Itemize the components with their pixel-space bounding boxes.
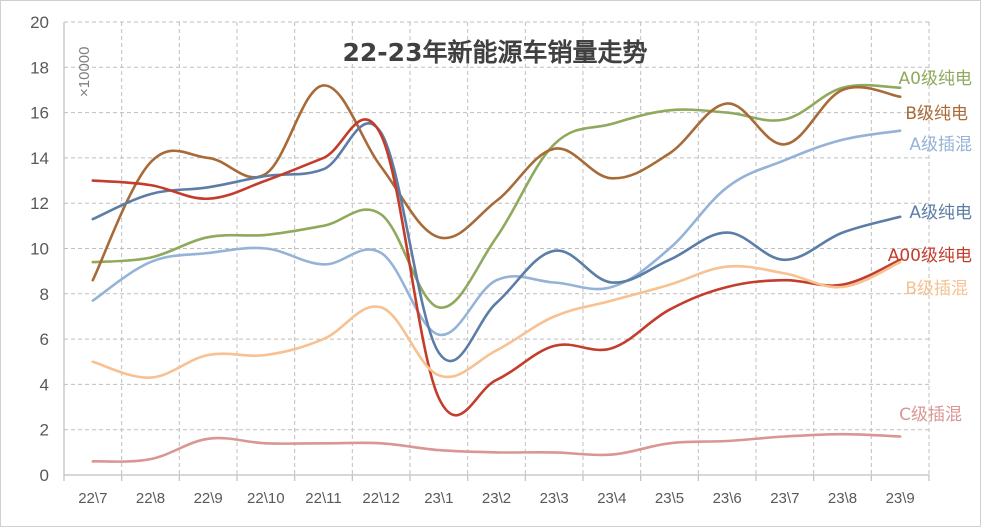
x-tick-label: 23\2 — [482, 490, 511, 507]
x-tick-label: 22\9 — [194, 490, 223, 507]
series-line-1 — [91, 84, 902, 282]
x-tick-label: 23\6 — [713, 490, 742, 507]
x-tick-label: 23\8 — [828, 490, 857, 507]
x-tick-label: 22\10 — [247, 490, 285, 507]
series-label: B级纯电 — [905, 104, 968, 124]
x-tick-label: 22\11 — [305, 490, 341, 507]
series-labels: A0级纯电 B级纯电 A级插混 A级纯电 A00级纯电 B级插混 C级插混 — [888, 69, 972, 425]
chart-title: 22-23年新能源车销量走势 — [343, 38, 648, 67]
series-line-6 — [91, 432, 902, 463]
series-line-4 — [91, 118, 902, 417]
y-tick-label: 6 — [40, 330, 49, 349]
x-tick-label: 23\9 — [886, 490, 915, 507]
series-label: A级纯电 — [909, 203, 972, 223]
series-label: B级插混 — [905, 279, 968, 299]
y-tick-label: 16 — [30, 104, 49, 123]
y-tick-label: 12 — [30, 194, 49, 213]
grid-lines — [64, 21, 930, 475]
y-tick-label: 2 — [40, 421, 49, 440]
series-line-2 — [91, 129, 902, 336]
series-line-3 — [91, 122, 902, 363]
series-label: A0级纯电 — [899, 69, 972, 89]
series-line-5 — [91, 260, 902, 379]
x-tick-label: 23\3 — [540, 490, 569, 507]
x-tick-label: 23\1 — [424, 490, 453, 507]
unit-label: ×10000 — [76, 47, 93, 97]
y-tick-label: 18 — [30, 58, 49, 77]
x-tick-label: 22\8 — [136, 490, 165, 507]
y-tick-label: 14 — [30, 149, 49, 168]
x-tick-label: 23\7 — [770, 490, 799, 507]
y-tick-label: 4 — [40, 375, 49, 394]
series-line-0 — [91, 83, 902, 309]
y-tick-labels: 0 2 4 6 8 10 12 14 16 18 20 — [30, 13, 49, 485]
y-tick-label: 20 — [30, 13, 49, 32]
series-label: A00级纯电 — [888, 246, 972, 266]
y-tick-label: 10 — [30, 240, 49, 259]
x-tick-label: 22\12 — [362, 490, 400, 507]
series-label: C级插混 — [899, 405, 962, 425]
y-tick-label: 8 — [40, 285, 49, 304]
series-label: A级插混 — [909, 135, 972, 155]
x-tick-label: 23\4 — [597, 490, 626, 507]
series-lines — [91, 83, 902, 463]
x-tick-label: 22\7 — [78, 490, 107, 507]
x-tick-label: 23\5 — [655, 490, 684, 507]
y-tick-label: 0 — [40, 466, 49, 485]
x-tick-labels: 22\7 22\8 22\9 22\10 22\11 22\12 23\1 23\2 23\3 2… — [78, 490, 915, 507]
axes — [63, 22, 930, 481]
